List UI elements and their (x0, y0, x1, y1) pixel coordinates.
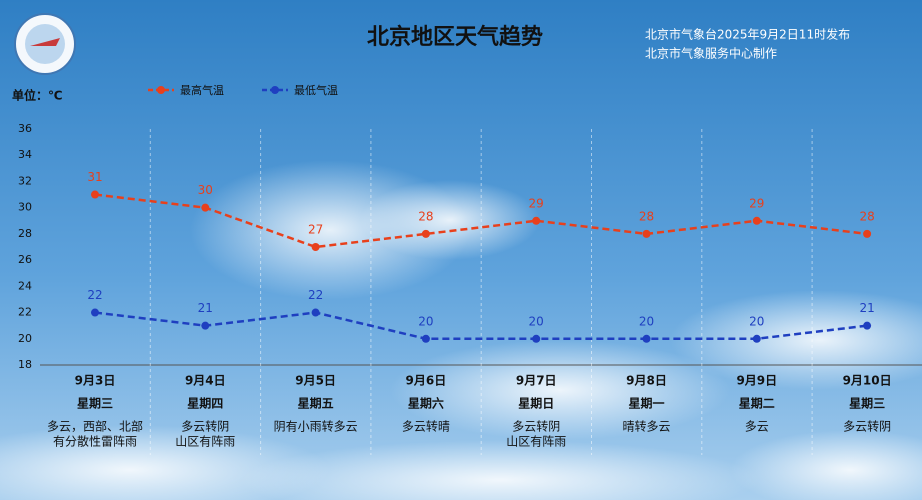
y-tick-label: 22 (18, 306, 32, 319)
chart-title: 北京地区天气趋势 (367, 24, 543, 50)
data-label: 27 (308, 223, 323, 237)
point (421, 334, 430, 343)
x-tick-label: 9月6日 (406, 374, 447, 388)
weekday: 星期四 (187, 396, 223, 411)
weekday: 星期五 (298, 396, 334, 411)
data-label: 20 (418, 314, 433, 328)
x-tick-label: 9月9日 (736, 374, 777, 388)
x-tick-label: 9月5日 (295, 374, 336, 388)
point (532, 334, 541, 343)
y-tick-label: 18 (18, 358, 32, 371)
weather: 有分散性雷阵雨 (53, 434, 137, 449)
legend-label: 最低气温 (294, 83, 338, 97)
point (863, 229, 872, 238)
y-tick-label: 20 (18, 332, 32, 345)
weather: 晴转多云 (622, 419, 670, 434)
data-label: 20 (639, 314, 654, 328)
data-label: 20 (749, 314, 764, 328)
point (201, 203, 210, 212)
data-label: 28 (859, 209, 874, 223)
point (91, 308, 99, 317)
source: 北京市气象服务中心制作 (645, 46, 777, 61)
logo (14, 13, 76, 75)
point (91, 190, 99, 199)
legend-label: 最高气温 (180, 83, 224, 97)
y-tick-label: 26 (18, 253, 32, 266)
legend-marker (271, 86, 279, 94)
data-label: 29 (749, 196, 764, 210)
point (642, 229, 651, 238)
weekday: 星期二 (739, 396, 775, 411)
point (752, 216, 761, 225)
weather: 阴有小雨转多云 (274, 419, 358, 434)
y-tick-label: 34 (18, 148, 32, 161)
series-line (94, 311, 868, 341)
x-tick-label: 9月3日 (75, 374, 116, 388)
series-line (94, 193, 868, 249)
x-tick-label: 9月10日 (843, 374, 892, 388)
point (532, 216, 541, 225)
weather: 多云转阴 (181, 419, 229, 434)
point (752, 334, 761, 343)
data-label: 21 (198, 301, 213, 315)
weather: 多云 (745, 420, 769, 434)
point (311, 308, 320, 317)
unit-label: 单位：℃ (12, 88, 63, 103)
legend-marker (157, 86, 165, 94)
source: 北京市气象台2025年9月2日11时发布 (645, 27, 850, 42)
weekday: 星期六 (408, 396, 444, 411)
weekday: 星期三 (77, 396, 113, 411)
weather: 山区有阵雨 (506, 435, 566, 449)
x-tick-label: 9月8日 (626, 374, 667, 388)
weather: 多云，西部、北部 (47, 419, 143, 434)
data-label: 29 (529, 196, 544, 210)
point (863, 321, 872, 330)
weather: 多云转晴 (402, 419, 450, 434)
y-tick-label: 24 (18, 279, 32, 292)
data-label: 28 (418, 209, 433, 223)
y-tick-label: 30 (18, 201, 32, 214)
data-label: 22 (308, 288, 323, 302)
point (642, 334, 651, 343)
y-tick-label: 32 (18, 174, 32, 187)
data-label: 20 (529, 314, 544, 328)
point (201, 321, 210, 330)
weekday: 星期日 (518, 396, 554, 411)
y-tick-label: 36 (18, 122, 32, 135)
x-tick-label: 9月4日 (185, 374, 226, 388)
weekday: 星期一 (628, 396, 664, 411)
y-tick-label: 28 (18, 227, 32, 240)
data-label: 22 (87, 288, 102, 302)
point (311, 243, 320, 251)
weather: 山区有阵雨 (175, 435, 235, 449)
weather: 多云转阴 (512, 419, 560, 434)
data-label: 21 (859, 301, 874, 315)
weekday: 星期三 (849, 396, 885, 411)
weather: 多云转阴 (843, 419, 891, 434)
data-label: 28 (639, 209, 654, 223)
x-tick-label: 9月7日 (516, 374, 557, 388)
data-label: 31 (87, 170, 102, 184)
data-label: 30 (198, 183, 213, 197)
point (421, 229, 430, 238)
